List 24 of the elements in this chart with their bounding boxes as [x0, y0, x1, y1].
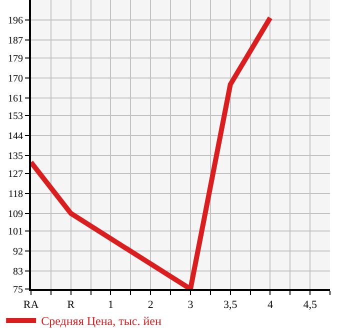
x-tick-label: RA — [23, 299, 39, 312]
y-tick-label: 187 — [8, 36, 23, 47]
y-tick-label: 144 — [8, 131, 23, 142]
x-tick-label: 3 — [188, 299, 194, 312]
y-tick-label: 109 — [8, 208, 23, 220]
y-tick-label: 92 — [13, 246, 23, 258]
x-tick-label: 1 — [108, 299, 114, 312]
x-tick-label: 4,5 — [303, 299, 318, 312]
y-tick-label: 153 — [8, 111, 23, 122]
y-tick-label: 118 — [8, 188, 23, 200]
legend-label: Средняя Цена, тыс. йен — [41, 314, 162, 328]
y-tick-label: 170 — [8, 73, 23, 84]
y-tick-label: 196 — [8, 16, 23, 27]
y-tick-label: 83 — [13, 266, 23, 278]
x-tick-label: 4 — [267, 299, 274, 312]
y-tick-label: 101 — [8, 226, 23, 238]
y-tick-label: 75 — [13, 284, 23, 296]
y-tick-label: 135 — [8, 151, 23, 162]
x-tick-label: 2 — [148, 299, 154, 312]
x-tick-label: R — [67, 299, 76, 312]
y-tick-label: 127 — [8, 168, 23, 180]
y-tick-label: 161 — [8, 93, 23, 104]
x-tick-label: 3,5 — [223, 299, 238, 312]
y-tick-label: 179 — [8, 53, 23, 64]
